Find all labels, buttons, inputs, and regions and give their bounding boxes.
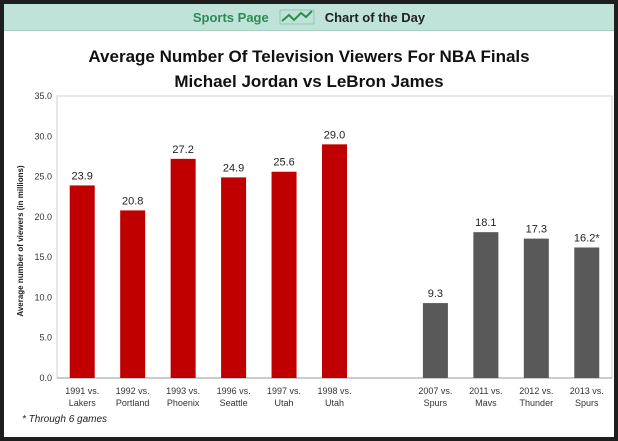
x-tick-label: 2007 vs.: [418, 386, 452, 396]
bar: [523, 238, 549, 378]
bar: [271, 171, 297, 378]
x-tick-label: 1997 vs.: [267, 386, 301, 396]
y-tick-label: 15.0: [34, 252, 52, 262]
x-tick-label: 1993 vs.: [166, 386, 200, 396]
x-tick-label: Seattle: [220, 398, 248, 408]
y-axis-label: Average number of viewers (in millions): [16, 165, 25, 317]
data-label: 23.9: [72, 170, 93, 182]
data-label: 29.0: [324, 129, 345, 141]
y-tick-label: 30.0: [34, 131, 52, 141]
footnote: * Through 6 games: [22, 414, 108, 425]
chart-of-the-day-label: Chart of the Day: [324, 9, 426, 25]
x-tick-label: Mavs: [475, 398, 497, 408]
x-tick-label: Spurs: [424, 398, 448, 408]
y-tick-label: 5.0: [39, 333, 52, 343]
bar: [422, 303, 448, 378]
y-tick-label: 10.0: [34, 292, 52, 302]
bar: [322, 144, 347, 378]
x-tick-label: 1991 vs.: [65, 386, 99, 396]
data-label: 16.2*: [574, 232, 600, 244]
x-tick-label: 2013 vs.: [570, 386, 604, 396]
x-tick-label: Lakers: [69, 398, 97, 408]
x-tick-label: Thunder: [520, 398, 554, 408]
x-tick-label: 2012 vs.: [519, 386, 553, 396]
bar: [473, 232, 499, 378]
data-label: 17.3: [526, 224, 547, 236]
bar: [120, 210, 146, 378]
y-tick-label: 20.0: [34, 212, 52, 222]
x-tick-label: Phoenix: [167, 398, 200, 408]
x-tick-label: Utah: [275, 398, 294, 408]
x-tick-label: Portland: [116, 398, 150, 408]
sports-page-label: Sports Page: [192, 9, 269, 25]
bar: [574, 247, 600, 378]
data-label: 27.2: [172, 144, 193, 156]
bar-chart: Average Number Of Television Viewers For…: [16, 47, 613, 408]
y-tick-label: 25.0: [34, 172, 52, 182]
data-label: 24.9: [223, 162, 244, 174]
data-label: 20.8: [122, 195, 143, 207]
data-label: 9.3: [428, 288, 443, 300]
chart-subtitle: Michael Jordan vs LeBron James: [174, 72, 443, 91]
line-chart-icon: [279, 9, 315, 25]
data-label: 25.6: [273, 157, 294, 169]
bar: [170, 158, 196, 378]
y-tick-label: 35.0: [34, 91, 52, 101]
x-tick-label: Utah: [325, 398, 344, 408]
chart-title: Average Number Of Television Viewers For…: [88, 47, 529, 66]
x-tick-label: 1998 vs.: [317, 386, 351, 396]
x-tick-label: Spurs: [575, 398, 599, 408]
x-tick-label: 1996 vs.: [217, 386, 251, 396]
bar: [69, 185, 95, 378]
x-tick-label: 1992 vs.: [116, 386, 150, 396]
y-tick-label: 0.0: [39, 373, 52, 383]
x-tick-label: 2011 vs.: [469, 386, 502, 396]
data-label: 18.1: [475, 217, 496, 229]
bar: [221, 177, 247, 378]
header-banner: Sports Page Chart of the Day: [4, 4, 614, 31]
